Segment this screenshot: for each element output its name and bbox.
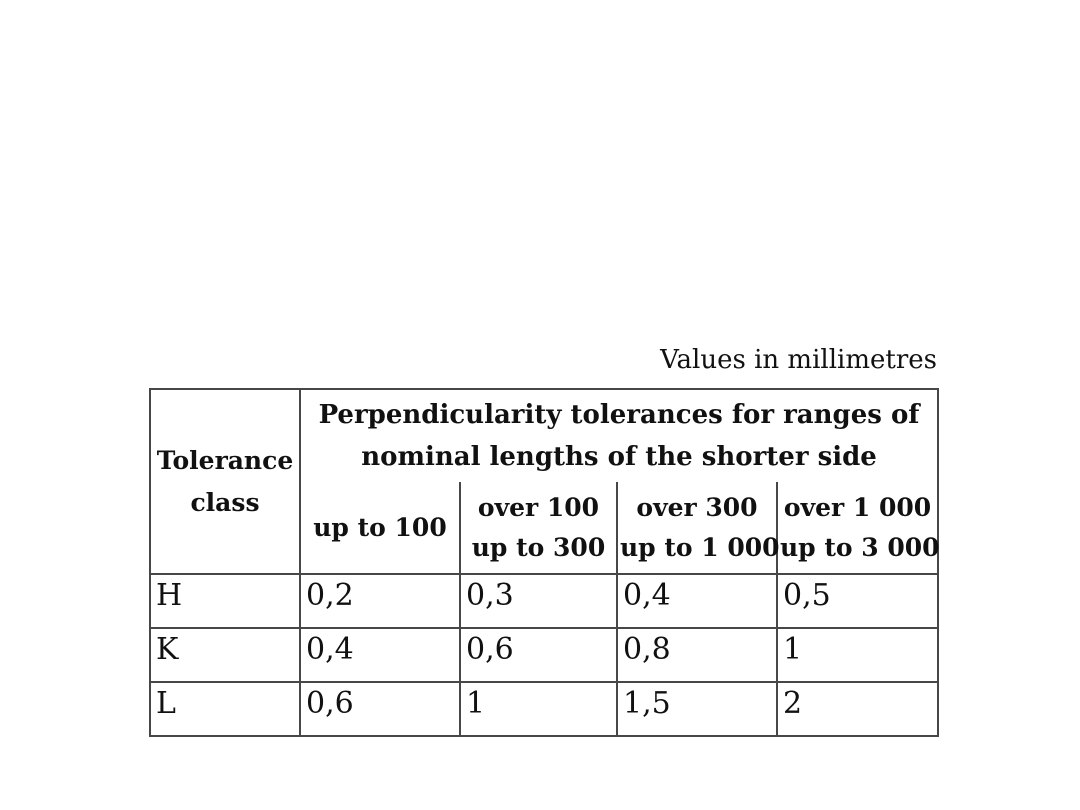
tolerance-value: 0,8 bbox=[616, 627, 778, 683]
col-header-over-1000-up-to-3000: over 1 000 up to 3 000 bbox=[775, 482, 940, 575]
table-row-L: L 0,6 1 1,5 2 bbox=[149, 681, 940, 737]
units-caption: Values in millimetres bbox=[660, 345, 937, 375]
group-header-row: Tolerance class Perpendicularity toleran… bbox=[149, 388, 940, 575]
col-header-line: up to 100 bbox=[313, 512, 447, 542]
corner-header-tolerance-class: Tolerance class bbox=[149, 388, 301, 575]
table-header: Tolerance class Perpendicularity toleran… bbox=[149, 388, 940, 575]
tolerance-value: 0,2 bbox=[299, 573, 461, 629]
col-header-over-100-up-to-300: over 100 up to 300 bbox=[459, 482, 618, 575]
group-header: Perpendicularity tolerances for ranges o… bbox=[298, 388, 940, 482]
tolerance-value: 0,4 bbox=[616, 573, 778, 629]
sub-header-row: up to 100 over 100 up to 300 over 300 up… bbox=[150, 482, 940, 575]
row-label: L bbox=[149, 681, 301, 737]
perpendicularity-tolerance-table: Tolerance class Perpendicularity toleran… bbox=[149, 388, 940, 737]
row-label: H bbox=[149, 573, 301, 629]
col-header-line: up to 1 000 bbox=[620, 532, 780, 562]
group-header-line2: nominal lengths of the shorter side bbox=[361, 442, 877, 472]
col-header-line: up to 300 bbox=[471, 532, 606, 562]
tolerance-value: 0,6 bbox=[459, 627, 618, 683]
row-label: K bbox=[149, 627, 301, 683]
tolerance-value: 1 bbox=[775, 627, 940, 683]
group-header-line1: Perpendicularity tolerances for ranges o… bbox=[318, 400, 920, 430]
table-row-H: H 0,2 0,3 0,4 0,5 bbox=[149, 573, 940, 629]
tolerance-value: 1,5 bbox=[616, 681, 778, 737]
tolerance-value: 0,3 bbox=[459, 573, 618, 629]
col-header-line: over 1 000 bbox=[783, 492, 932, 522]
col-header-line: up to 3 000 bbox=[780, 532, 940, 562]
tolerance-value: 2 bbox=[775, 681, 940, 737]
col-header-over-300-up-to-1000: over 300 up to 1 000 bbox=[616, 482, 780, 575]
table-body: H 0,2 0,3 0,4 0,5 K 0,4 0,6 0,8 1 L 0,6 … bbox=[149, 573, 940, 737]
col-header-up-to-100: up to 100 bbox=[299, 482, 461, 575]
tolerance-value: 0,5 bbox=[775, 573, 940, 629]
col-header-line: over 300 bbox=[636, 492, 758, 522]
tolerance-value: 0,6 bbox=[299, 681, 461, 737]
tolerance-value: 1 bbox=[459, 681, 618, 737]
tolerance-value: 0,4 bbox=[299, 627, 461, 683]
col-header-line: over 100 bbox=[477, 492, 600, 522]
table-row-K: K 0,4 0,6 0,8 1 bbox=[149, 627, 940, 683]
